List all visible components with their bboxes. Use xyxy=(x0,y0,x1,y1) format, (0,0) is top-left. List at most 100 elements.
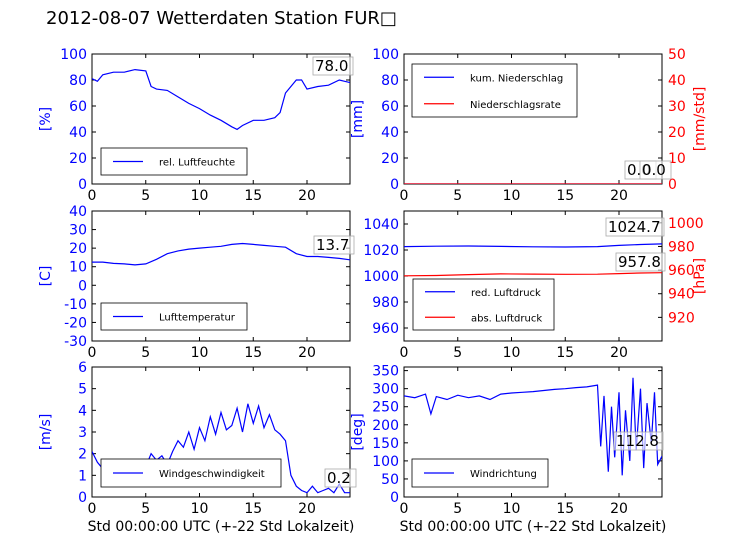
y-tick-label: 1040 xyxy=(363,217,399,233)
legend-label: rel. Luftfeuchte xyxy=(159,158,235,169)
x-tick-label: 5 xyxy=(453,345,462,361)
legend-label: Windgeschwindigkeit xyxy=(159,469,265,480)
figure-title: 2012-08-07 Wetterdaten Station FUR□ xyxy=(46,8,397,29)
x-tick-label: 20 xyxy=(298,345,316,361)
y-tick-label: 100 xyxy=(60,47,87,63)
y-tick-label: 300 xyxy=(372,382,399,398)
legend-frame xyxy=(411,63,578,118)
y-tick-label: 1 xyxy=(78,468,87,484)
y-axis-label: [C] xyxy=(38,266,54,287)
x-tick-label: 0 xyxy=(88,345,97,361)
x-tick-label: 5 xyxy=(141,501,150,517)
last-value-label: 13.7 xyxy=(316,236,349,254)
y-tick-label: 200 xyxy=(372,418,399,434)
x-tick-label: 10 xyxy=(191,345,209,361)
x-tick-label: 0 xyxy=(88,188,97,204)
y-tick-label: 980 xyxy=(372,295,399,311)
last-value-label-box xyxy=(312,56,354,76)
x-tick-label: 20 xyxy=(610,188,628,204)
x-tick-label: 15 xyxy=(556,345,574,361)
y-tick-label: 1000 xyxy=(363,269,399,285)
legend-label: Windrichtung xyxy=(470,469,537,480)
y2-tick-label: 20 xyxy=(668,125,686,141)
y-tick-label: 20 xyxy=(69,151,87,167)
last-value-label: 78.0 xyxy=(315,57,348,75)
legend: kum. Niederschlag Niederschlagsrate xyxy=(411,63,578,118)
x-tick-label: 20 xyxy=(610,345,628,361)
y-tick-label: 0 xyxy=(78,278,87,294)
y2-tick-label: 0 xyxy=(668,177,677,193)
y-tick-label: 0 xyxy=(390,177,399,193)
legend-label: abs. Luftdruck xyxy=(471,313,542,324)
y2-tick-label: 40 xyxy=(668,73,686,89)
panel-pressure: 0 5 10 15 20 960 980 1000 1020 1040 920 940 960 980 10… xyxy=(363,210,708,361)
x-tick-label: 10 xyxy=(191,188,209,204)
y2-tick-label: 940 xyxy=(668,287,695,303)
x-tick-label: 20 xyxy=(610,501,628,517)
x-tick-label: 10 xyxy=(503,345,521,361)
y2-axis-label: [hPa] xyxy=(692,258,708,294)
panel-wind_speed: 0 5 10 15 20 0 1 2 3 4 5 6 [m/s] Std 00:00:00 UTC (+-… xyxy=(38,360,357,535)
x-tick-label: 10 xyxy=(191,501,209,517)
last-value-label: 1024.7 xyxy=(608,218,661,236)
y-tick-label: 0 xyxy=(78,177,87,193)
y-tick-label: -10 xyxy=(64,297,87,313)
y-tick-label: 6 xyxy=(78,360,87,376)
y-tick-label: 80 xyxy=(69,73,87,89)
series-line-1 xyxy=(404,272,662,277)
x-axis-label: Std 00:00:00 UTC (+-22 Std Lokalzeit) xyxy=(88,519,355,535)
x-tick-label: 15 xyxy=(244,501,262,517)
x-tick-label: 15 xyxy=(244,188,262,204)
last-value-label-box xyxy=(313,235,355,255)
y2-tick-label: 1000 xyxy=(668,216,704,232)
y-tick-label: 80 xyxy=(381,73,399,89)
series-line-0 xyxy=(404,377,662,476)
y2-tick-label: 980 xyxy=(668,239,695,255)
y2-tick-label: 920 xyxy=(668,310,695,326)
y-tick-label: 0 xyxy=(390,490,399,506)
y-tick-label: 60 xyxy=(69,99,87,115)
y-tick-label: 20 xyxy=(381,151,399,167)
last-value2-label-box xyxy=(615,252,666,272)
y-axis-label: [%] xyxy=(38,107,54,131)
y-tick-label: 50 xyxy=(381,472,399,488)
x-tick-label: 15 xyxy=(244,345,262,361)
y-tick-label: 1020 xyxy=(363,243,399,259)
x-tick-label: 20 xyxy=(298,188,316,204)
y-tick-label: 30 xyxy=(69,223,87,239)
x-tick-label: 0 xyxy=(88,501,97,517)
x-tick-label: 0 xyxy=(400,345,409,361)
last-value-label-box xyxy=(324,468,357,488)
legend-label: Lufttemperatur xyxy=(159,313,236,324)
panel-temperature: 0 5 10 15 20 -30 -20 -10 0 10 20 30 40 [C] 13.7 Lufttem… xyxy=(38,204,355,361)
x-tick-label: 15 xyxy=(556,188,574,204)
x-tick-label: 5 xyxy=(453,188,462,204)
y2-tick-label: 30 xyxy=(668,99,686,115)
y2-axis-label: [mm/std] xyxy=(692,87,708,152)
last-value-label: 0.2 xyxy=(327,469,351,487)
series-line-0 xyxy=(92,242,350,266)
legend-label: red. Luftdruck xyxy=(471,288,541,299)
y-tick-label: 100 xyxy=(372,454,399,470)
legend-frame xyxy=(412,278,555,331)
x-tick-label: 20 xyxy=(298,501,316,517)
series-line-0 xyxy=(404,243,662,248)
x-tick-label: 10 xyxy=(503,188,521,204)
y-tick-label: 2 xyxy=(78,447,87,463)
y-tick-label: 40 xyxy=(69,204,87,220)
legend-label: Niederschlagsrate xyxy=(470,100,561,111)
y2-tick-label: 960 xyxy=(668,263,695,279)
last-value2-label: 957.8 xyxy=(618,253,661,271)
y-tick-label: 60 xyxy=(381,99,399,115)
x-axis-label: Std 00:00:00 UTC (+-22 Std Lokalzeit) xyxy=(400,519,667,535)
legend: Windrichtung xyxy=(411,458,549,488)
legend: Windgeschwindigkeit xyxy=(100,458,282,488)
y-tick-label: 100 xyxy=(372,47,399,63)
y-tick-label: 10 xyxy=(69,260,87,276)
x-tick-label: 15 xyxy=(556,501,574,517)
y-tick-label: 350 xyxy=(372,364,399,380)
y-tick-label: -30 xyxy=(64,334,87,350)
y-tick-label: 150 xyxy=(372,436,399,452)
last-value-label: 112.8 xyxy=(616,432,659,450)
y-tick-label: 5 xyxy=(78,382,87,398)
